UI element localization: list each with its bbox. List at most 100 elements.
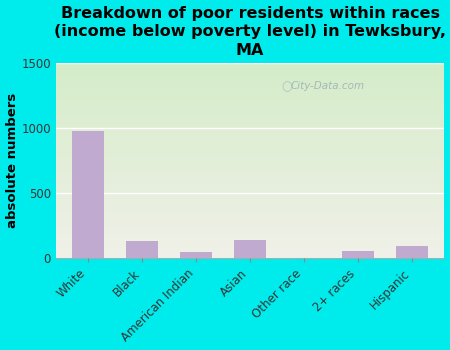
Bar: [56, 63, 445, 64]
Bar: [56, 117, 445, 118]
Bar: [56, 125, 445, 126]
Bar: [56, 202, 445, 203]
Bar: [56, 143, 445, 144]
Title: Breakdown of poor residents within races
(income below poverty level) in Tewksbu: Breakdown of poor residents within races…: [54, 6, 446, 58]
Bar: [56, 126, 445, 127]
Bar: [56, 180, 445, 181]
Bar: [56, 129, 445, 130]
Bar: [56, 64, 445, 65]
Bar: [56, 127, 445, 128]
Bar: [56, 83, 445, 84]
Bar: [56, 245, 445, 246]
Bar: [56, 240, 445, 241]
Bar: [56, 244, 445, 245]
Bar: [56, 134, 445, 135]
Bar: [56, 234, 445, 235]
Y-axis label: absolute numbers: absolute numbers: [5, 93, 18, 228]
Bar: [56, 212, 445, 213]
Bar: [56, 247, 445, 248]
Bar: [56, 242, 445, 243]
Bar: [56, 121, 445, 122]
Bar: [56, 172, 445, 173]
Bar: [56, 219, 445, 220]
Text: ○: ○: [282, 80, 292, 93]
Bar: [56, 85, 445, 86]
Bar: [56, 84, 445, 85]
Bar: [56, 199, 445, 200]
Bar: [56, 128, 445, 129]
Bar: [56, 226, 445, 227]
Bar: [56, 164, 445, 165]
Bar: [56, 225, 445, 226]
Bar: [56, 174, 445, 175]
Bar: [56, 110, 445, 111]
Bar: [56, 207, 445, 208]
Bar: [56, 76, 445, 77]
Bar: [56, 148, 445, 149]
Bar: [56, 65, 445, 66]
Bar: [56, 96, 445, 97]
Bar: [56, 133, 445, 134]
Bar: [56, 114, 445, 115]
Bar: [56, 149, 445, 150]
Bar: [56, 241, 445, 242]
Bar: [56, 204, 445, 205]
Bar: [56, 88, 445, 89]
Bar: [56, 120, 445, 121]
Bar: [56, 203, 445, 204]
Bar: [56, 170, 445, 171]
Bar: [56, 80, 445, 81]
Text: City-Data.com: City-Data.com: [291, 82, 365, 91]
Bar: [56, 187, 445, 188]
Bar: [56, 231, 445, 232]
Bar: [56, 194, 445, 195]
Bar: [234, 240, 266, 258]
Bar: [56, 210, 445, 211]
Bar: [56, 160, 445, 161]
Bar: [56, 169, 445, 170]
Bar: [56, 195, 445, 196]
Bar: [56, 146, 445, 147]
Bar: [56, 216, 445, 217]
Bar: [56, 158, 445, 159]
Bar: [56, 248, 445, 249]
Bar: [56, 152, 445, 153]
Bar: [56, 163, 445, 164]
Bar: [56, 243, 445, 244]
Bar: [56, 81, 445, 82]
Bar: [56, 144, 445, 145]
Bar: [56, 233, 445, 234]
Bar: [56, 90, 445, 91]
Bar: [56, 145, 445, 146]
Bar: [56, 118, 445, 119]
Bar: [56, 239, 445, 240]
Bar: [56, 178, 445, 179]
Bar: [56, 162, 445, 163]
Bar: [56, 138, 445, 139]
Bar: [56, 108, 445, 109]
Bar: [56, 173, 445, 174]
Bar: [56, 98, 445, 99]
Bar: [56, 154, 445, 155]
Bar: [56, 190, 445, 191]
Bar: [56, 176, 445, 177]
Bar: [56, 95, 445, 96]
Bar: [56, 89, 445, 90]
Bar: [56, 209, 445, 210]
Bar: [56, 131, 445, 132]
Bar: [56, 229, 445, 230]
Bar: [56, 100, 445, 101]
Bar: [56, 91, 445, 92]
Bar: [56, 249, 445, 250]
Bar: [56, 215, 445, 216]
Bar: [56, 68, 445, 69]
Bar: [56, 74, 445, 75]
Bar: [56, 123, 445, 124]
Bar: [56, 184, 445, 185]
Bar: [56, 155, 445, 156]
Bar: [56, 102, 445, 103]
Bar: [56, 86, 445, 87]
Bar: [56, 78, 445, 79]
Bar: [56, 254, 445, 255]
Bar: [56, 140, 445, 141]
